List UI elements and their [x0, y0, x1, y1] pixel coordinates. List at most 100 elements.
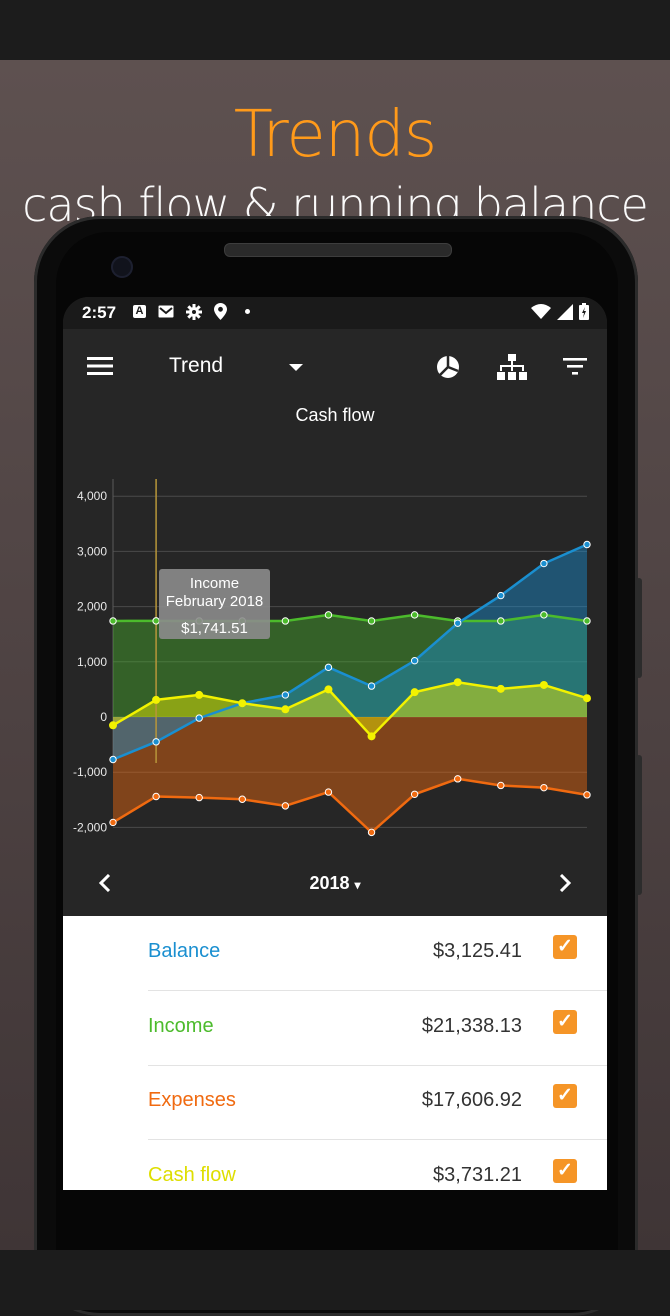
summary-row-expenses[interactable]: Expenses $17,606.92 ✓ [148, 1065, 607, 1140]
period-caret-icon: ▾ [354, 878, 361, 892]
balance-point [281, 691, 290, 699]
expenses-point [238, 795, 246, 803]
period-navigation: 2018 ▾ [63, 852, 607, 912]
period-selector[interactable]: 2018 ▾ [63, 873, 607, 894]
wifi-icon [531, 304, 551, 319]
balance-point [540, 559, 548, 568]
expenses-point [109, 818, 117, 827]
balance-value: $3,125.41 [433, 940, 522, 962]
income-point [410, 611, 419, 619]
phone-volume-button [636, 755, 642, 895]
period-label: 2018 [309, 873, 350, 893]
balance-label: Balance [148, 940, 221, 962]
expenses-point [454, 775, 462, 783]
expenses-line [112, 777, 588, 835]
income-point [540, 611, 548, 619]
income-point [109, 617, 117, 625]
gmail-icon [158, 305, 174, 318]
app-toolbar: Trend [63, 329, 607, 405]
cash-flow-chart[interactable]: 4,000 3,000 2,000 1,000 0 -1,000 -2,000 IncomeF… [63, 417, 607, 837]
pie-chart-icon[interactable] [436, 355, 460, 379]
front-camera-icon [111, 256, 133, 278]
tooltip-period: February 2018 [166, 593, 264, 610]
view-selector-label: Trend [169, 354, 224, 377]
expenses-point [152, 792, 160, 801]
cash-flow-point [453, 678, 462, 687]
phone-speaker [224, 243, 452, 257]
hierarchy-icon[interactable] [497, 354, 527, 381]
summary-row-balance[interactable]: Balance $3,125.41 ✓ [148, 916, 607, 991]
y-tick-label: -1,000 [73, 765, 107, 779]
tooltip-box [159, 569, 270, 639]
cash-flow-point [583, 694, 591, 703]
cash-flow-point [496, 684, 505, 693]
balance-point [109, 755, 117, 764]
summary-row-cash-flow[interactable]: Cash flow $3,731.21 ✓ [148, 1140, 607, 1190]
summary-list: Balance $3,125.41 ✓ Income $21,338.13 ✓ … [63, 916, 607, 1190]
balance-line [112, 543, 588, 761]
cash-flow-point [238, 699, 247, 708]
signal-icon [557, 303, 573, 320]
cash-flow-point [281, 705, 290, 714]
location-icon [214, 303, 227, 320]
income-checkbox[interactable]: ✓ [553, 1010, 577, 1034]
top-bar [0, 0, 670, 60]
expenses-point [583, 791, 591, 799]
cash-flow-area [113, 682, 587, 737]
bottom-bar [0, 1250, 670, 1310]
income-point [497, 617, 505, 625]
menu-icon[interactable] [87, 356, 113, 376]
view-selector[interactable]: Trend [169, 354, 319, 384]
dropdown-arrow-icon [289, 364, 303, 371]
cash-flow-point [152, 695, 161, 704]
cash-flow-label: Cash flow [148, 1164, 236, 1186]
next-period-icon[interactable] [559, 874, 571, 892]
balance-point [152, 738, 160, 746]
cash-flow-point [539, 680, 548, 689]
chart-title: Cash flow [295, 405, 375, 425]
promo-headline: Trends [233, 98, 438, 172]
income-point [281, 617, 290, 625]
previous-period-icon[interactable] [99, 874, 111, 892]
y-tick-label: 1,000 [77, 655, 107, 669]
cash-flow-point [109, 721, 117, 730]
balance-point [367, 682, 376, 690]
y-tick-label: 0 [100, 710, 107, 724]
balance-point [410, 656, 419, 665]
expenses-point [497, 781, 505, 790]
cash-flow-point [410, 688, 419, 697]
expenses-point [324, 788, 333, 796]
y-tick-label: 3,000 [77, 544, 107, 558]
income-value: $21,338.13 [421, 1015, 522, 1037]
status-time: 2:57 [82, 303, 117, 322]
summary-row-income[interactable]: Income $21,338.13 ✓ [148, 991, 607, 1066]
battery-icon [579, 303, 589, 320]
cash-flow-checkbox[interactable]: ✓ [553, 1159, 577, 1183]
phone-side-button [636, 578, 642, 678]
expenses-label: Expenses [148, 1089, 236, 1111]
dot-icon [245, 309, 250, 314]
income-point [324, 611, 333, 619]
cash-flow-point [195, 690, 204, 699]
balance-area [113, 544, 587, 760]
expenses-area [113, 717, 587, 833]
balance-point [324, 663, 333, 672]
tooltip-value: $1,741.51 [181, 620, 248, 637]
status-bar: 2:57 A [63, 297, 607, 329]
expenses-point [540, 783, 548, 792]
expenses-checkbox[interactable]: ✓ [553, 1084, 577, 1108]
income-point [152, 617, 160, 625]
settings-icon [186, 303, 202, 320]
balance-point [583, 540, 591, 549]
expenses-point [367, 828, 376, 837]
income-point [583, 617, 591, 625]
balance-point [497, 591, 505, 600]
balance-point [454, 619, 462, 627]
income-point [367, 617, 376, 625]
balance-checkbox[interactable]: ✓ [553, 935, 577, 959]
expenses-point [195, 793, 203, 802]
y-tick-label: 4,000 [77, 489, 107, 503]
expenses-value: $17,606.92 [421, 1089, 522, 1111]
a-icon: A [133, 305, 146, 318]
filter-icon[interactable] [563, 358, 587, 375]
